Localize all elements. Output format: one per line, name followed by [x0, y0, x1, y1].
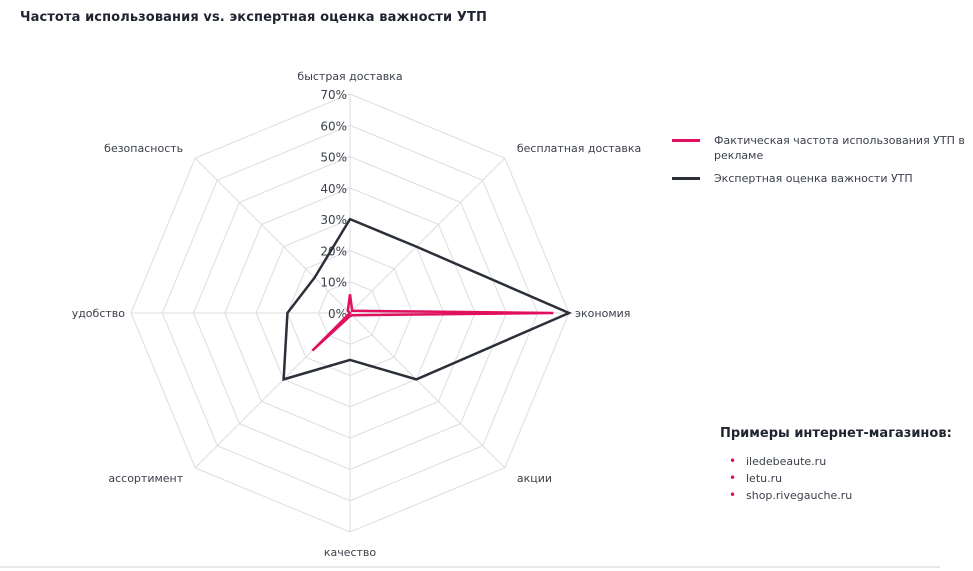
tick-label: 60% [320, 119, 347, 133]
example-item: • iledebeaute.ru [720, 453, 970, 470]
category-label: ассортимент [108, 472, 183, 485]
category-label: безопасность [104, 142, 183, 155]
tick-label: 40% [320, 182, 347, 196]
chart-title: Частота использования vs. экспертная оце… [20, 10, 487, 25]
legend-label-actual: Фактическая частота использования УТП в … [714, 134, 965, 162]
bullet-icon: • [729, 488, 737, 502]
example-item: • letu.ru [720, 470, 970, 487]
tick-label: 10% [320, 276, 347, 290]
legend: Фактическая частота использования УТП в … [672, 133, 972, 194]
category-label: удобство [72, 307, 126, 320]
examples-title: Примеры интернет-магазинов: [720, 426, 952, 441]
tick-label: 50% [320, 151, 347, 165]
category-label: акции [517, 472, 552, 485]
example-item: • shop.rivegauche.ru [720, 487, 970, 504]
legend-swatch-expert [672, 177, 700, 180]
grid-spoke [194, 157, 351, 314]
examples-block: Примеры интернет-магазинов: • iledebeaut… [720, 426, 970, 504]
legend-item-expert[interactable]: Экспертная оценка важности УТП [672, 171, 972, 186]
category-label: экономия [575, 307, 630, 320]
bullet-icon: • [729, 454, 737, 468]
example-label: iledebeaute.ru [746, 455, 827, 468]
example-label: shop.rivegauche.ru [746, 489, 853, 502]
bullet-icon: • [729, 471, 737, 485]
legend-label-expert: Экспертная оценка важности УТП [714, 172, 913, 185]
legend-item-actual[interactable]: Фактическая частота использования УТП в … [672, 133, 972, 163]
grid-spoke [349, 312, 506, 469]
category-label: бесплатная доставка [517, 142, 641, 155]
tick-label: 30% [320, 213, 347, 227]
category-label: качество [324, 546, 377, 559]
tick-label: 70% [320, 88, 347, 102]
legend-swatch-actual [672, 139, 700, 142]
example-label: letu.ru [746, 472, 783, 485]
tick-label: 0% [328, 307, 347, 321]
bottom-divider [0, 566, 940, 568]
series-actual-line [311, 294, 554, 352]
category-label: быстрая доставка [297, 70, 402, 83]
grid-spoke [349, 157, 506, 314]
